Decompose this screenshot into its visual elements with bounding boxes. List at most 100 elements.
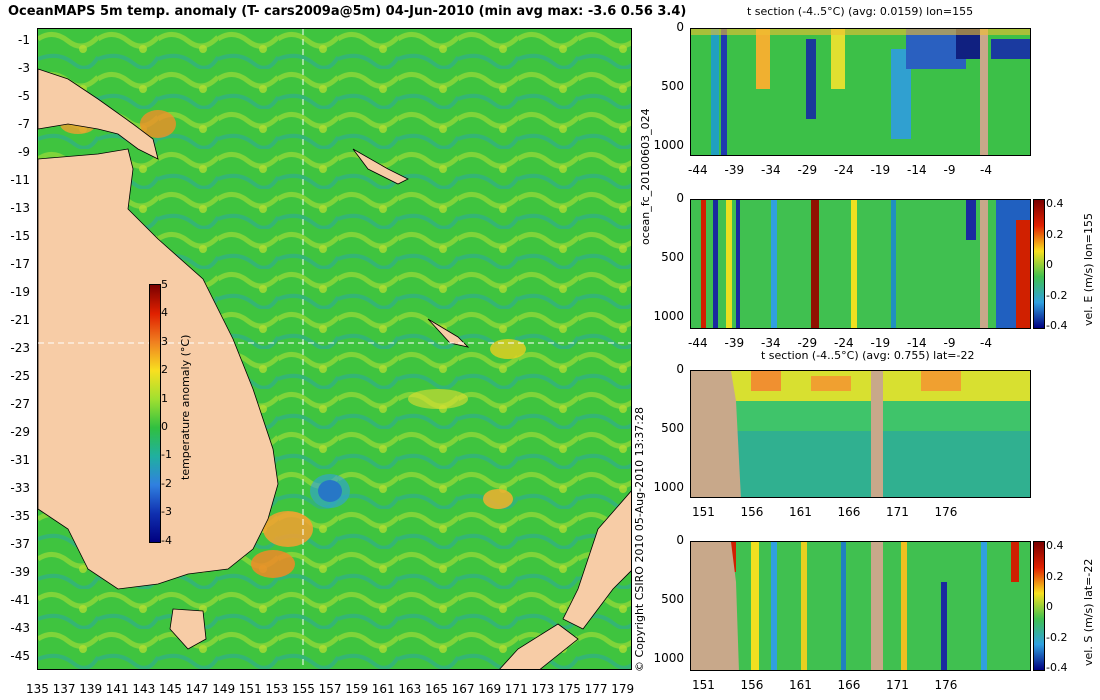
map-lon-tick-label: 165	[425, 682, 448, 696]
map-lon-tick-label: 173	[531, 682, 555, 696]
map-lat-tick-label: -39	[10, 565, 30, 579]
panel-4-colorbar	[1033, 541, 1045, 671]
panel-4-y-tick-label: 500	[661, 592, 684, 606]
cold-eddy	[310, 474, 350, 508]
map-lon-tick-label: 151	[238, 682, 262, 696]
land-solomon-islands	[352, 148, 409, 185]
map-lon-tick-label: 135	[26, 682, 49, 696]
panel-1-x-tick-label: -34	[761, 163, 781, 177]
panel-2-colorbar-tick-label: -0.2	[1046, 288, 1068, 302]
panel-3-y-tick-label: 500	[661, 421, 684, 435]
panel-1-x-tick-label: -24	[834, 163, 854, 177]
panel-1-plot[interactable]	[690, 28, 1031, 156]
panel-2-x-tick-label: -9	[943, 336, 956, 350]
map-lat-tick-label: -43	[10, 621, 30, 635]
map-plot	[38, 29, 631, 669]
panel-4-x-tick-label: 171	[886, 678, 909, 692]
map-lat-tick-label: -27	[10, 397, 30, 411]
map-lat-tick-label: -33	[10, 481, 30, 495]
map-panel[interactable]	[37, 28, 632, 670]
map-lon-tick-label: 177	[584, 682, 608, 696]
panel-2-y-tick-label: 0	[676, 191, 684, 205]
map-colorbar-tick-label: -2	[161, 476, 172, 490]
map-lon-tick-label: 139	[79, 682, 103, 696]
panel-1-field	[691, 29, 1030, 155]
panel-3-y-tick-label: 0	[676, 362, 684, 376]
panel-2-x-tick-label: -39	[724, 336, 745, 350]
panel-4-y-tick-label: 0	[676, 533, 684, 547]
map-lat-tick-label: -5	[18, 89, 30, 103]
map-lon-tick-label: 157	[318, 682, 342, 696]
map-lat-tick-label: -41	[10, 593, 30, 607]
map-colorbar-tick-label: 0	[161, 420, 168, 433]
map-colorbar-tick-label: -1	[161, 448, 172, 462]
map-lat-tick-label: -31	[10, 453, 30, 467]
land-new-guinea	[38, 68, 159, 160]
map-lat-tick-label: -1	[18, 33, 30, 47]
map-colorbar-tick-label: 1	[161, 391, 168, 405]
map-lon-tick-label: 145	[159, 682, 182, 696]
panel-4-x-tick-label: 161	[789, 678, 812, 692]
map-lat-tick-label: -25	[10, 369, 30, 383]
map-lat-tick-label: -35	[10, 509, 30, 523]
panel-3-x-tick-label: 166	[837, 505, 861, 519]
map-lat-tick-label: -3	[18, 61, 30, 75]
map-lon-tick-label: 179	[611, 682, 635, 696]
map-colorbar-tick-label: 5	[161, 278, 168, 291]
map-lon-tick-label: 171	[504, 682, 528, 696]
panel-4-y-tick-label: 1000	[653, 651, 684, 665]
panel-1-y-tick-label: 0	[676, 20, 684, 34]
panel-4-colorbar-tick-label: -0.2	[1046, 630, 1068, 644]
panel-2-colorbar-tick-label: 0.2	[1046, 227, 1064, 241]
panel-4-colorbar-label: vel. S (m/s) lat=-22	[1082, 558, 1095, 666]
map-lon-tick-label: 163	[398, 682, 422, 696]
panel-2-x-tick-label: -14	[907, 336, 927, 350]
map-lon-tick-label: 143	[132, 682, 156, 696]
map-lat-tick-label: -7	[18, 117, 30, 131]
map-lat-tick-label: -45	[10, 649, 30, 663]
land-new-zealand-north	[562, 490, 631, 630]
panel-2-field	[691, 200, 1030, 328]
panel-1-y-tick-label: 1000	[653, 138, 684, 152]
map-lat-tick-label: -37	[10, 537, 30, 551]
map-lat-tick-label: -29	[10, 425, 30, 439]
panel-2-x-tick-label: -19	[870, 336, 891, 350]
panel-3-plot[interactable]	[690, 370, 1031, 498]
warm-eddy	[263, 511, 313, 547]
warm-eddy	[490, 339, 526, 359]
map-lat-tick-label: -13	[10, 201, 30, 215]
panel-1-x-tick-label: -19	[870, 163, 891, 177]
panel-1-x-tick-label: -29	[797, 163, 818, 177]
map-lon-tick-label: 141	[105, 682, 129, 696]
panel-2-colorbar-tick-label: -0.4	[1046, 319, 1068, 332]
panel-4-colorbar-tick-label: 0.4	[1046, 539, 1064, 552]
panel-4-colorbar-tick-label: 0.2	[1046, 569, 1064, 583]
map-lon-tick-label: 147	[185, 682, 209, 696]
warm-eddy	[140, 110, 176, 138]
panel-3-y-tick-label: 1000	[653, 480, 684, 494]
map-lat-tick-label: -11	[10, 173, 30, 187]
panel-3-field	[691, 371, 1030, 497]
panel-3-x-tick-label: 156	[740, 505, 764, 519]
map-lon-tick-label: 159	[345, 682, 369, 696]
map-colorbar-tick-label: -3	[161, 505, 172, 519]
map-lon-tick-label: 167	[451, 682, 475, 696]
panel-3-title: t section (-4..5°C) (avg: 0.755) lat=-22	[761, 349, 975, 362]
land-tasmania	[169, 608, 207, 650]
panel-2-plot[interactable]	[690, 199, 1031, 329]
panel-2-x-tick-label: -44	[688, 336, 708, 350]
map-colorbar-tick-label: -4	[161, 533, 172, 547]
map-lon-tick-label: 153	[265, 682, 289, 696]
panel-1-x-tick-label: -9	[943, 163, 956, 177]
panel-2-colorbar-tick-label: 0	[1046, 258, 1053, 271]
map-lon-tick-label: 169	[478, 682, 502, 696]
panel-4-colorbar-tick-label: 0	[1046, 600, 1053, 613]
panel-4-plot[interactable]	[690, 541, 1031, 671]
map-lon-tick-label: 137	[52, 682, 76, 696]
warm-eddy	[483, 489, 513, 509]
map-lat-tick-label: -17	[10, 257, 30, 271]
panel-1-y-tick-label: 500	[661, 79, 684, 93]
panel-3-x-tick-label: 151	[692, 505, 715, 519]
warm-eddy	[408, 389, 468, 409]
map-lat-tick-label: -23	[10, 341, 30, 355]
